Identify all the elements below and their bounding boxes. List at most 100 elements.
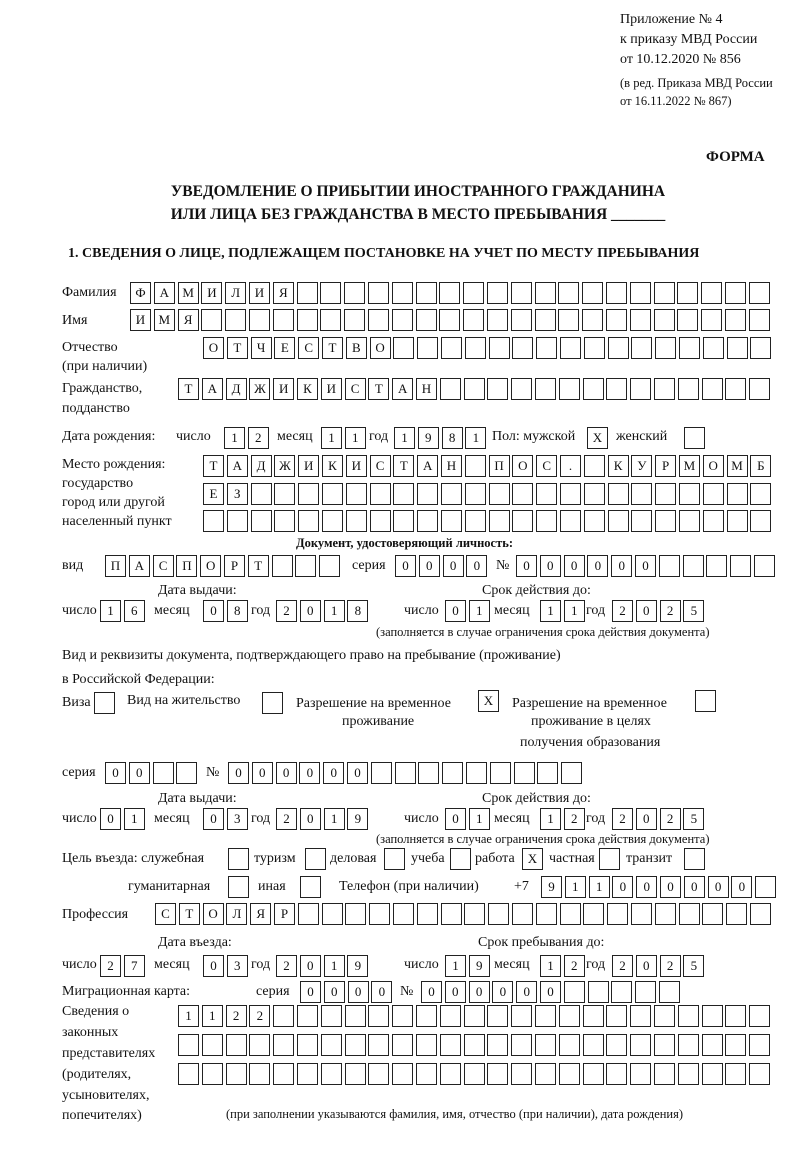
cell[interactable]: Т [226, 337, 248, 359]
cell[interactable]: . [559, 455, 581, 477]
cell[interactable] [228, 848, 249, 870]
cell[interactable] [201, 1063, 223, 1085]
cell[interactable] [225, 1063, 247, 1085]
cell[interactable] [611, 981, 633, 1003]
cell[interactable] [630, 903, 652, 925]
cell[interactable] [730, 555, 752, 577]
cell[interactable] [607, 903, 629, 925]
cell[interactable] [417, 337, 439, 359]
cell[interactable] [726, 903, 748, 925]
cell[interactable] [368, 1063, 390, 1085]
cell[interactable] [677, 282, 699, 304]
cell[interactable]: А [417, 455, 439, 477]
cell[interactable]: 0 [492, 981, 514, 1003]
cell[interactable] [606, 1063, 628, 1085]
cell[interactable] [750, 483, 772, 505]
cell[interactable] [684, 427, 705, 449]
cell[interactable] [726, 337, 748, 359]
cell[interactable] [489, 762, 511, 784]
cell[interactable] [464, 455, 486, 477]
cell[interactable]: 1 [178, 1005, 199, 1027]
cell[interactable] [393, 337, 415, 359]
cell[interactable] [678, 510, 700, 532]
cell[interactable] [203, 510, 224, 532]
cell[interactable] [486, 282, 508, 304]
cell[interactable] [677, 1005, 699, 1027]
cell[interactable] [682, 555, 704, 577]
cell[interactable] [300, 876, 321, 898]
cell[interactable]: А [201, 378, 223, 400]
cell[interactable] [344, 1063, 366, 1085]
cell[interactable]: С [155, 903, 176, 925]
cell[interactable]: А [128, 555, 150, 577]
cell[interactable] [415, 1005, 437, 1027]
cell[interactable] [583, 510, 605, 532]
cell[interactable]: 0 [251, 762, 273, 784]
cell[interactable] [582, 1034, 604, 1056]
cell[interactable] [273, 1034, 295, 1056]
cell[interactable] [534, 282, 556, 304]
cell[interactable] [296, 1034, 318, 1056]
cell[interactable]: 0 [563, 555, 585, 577]
cell[interactable]: 8 [441, 427, 463, 449]
cell[interactable] [464, 903, 486, 925]
cell[interactable]: 0 [636, 876, 658, 898]
cell[interactable]: 0 [539, 555, 561, 577]
cell[interactable]: 1 [588, 876, 610, 898]
cell[interactable] [439, 309, 461, 331]
cell[interactable]: 1 [323, 955, 345, 977]
cell[interactable] [607, 483, 629, 505]
cell[interactable] [582, 1063, 604, 1085]
cell[interactable]: И [345, 455, 367, 477]
cell[interactable]: 0 [203, 808, 224, 830]
cell[interactable] [653, 378, 675, 400]
cell[interactable]: X [587, 427, 608, 449]
cell[interactable]: 2 [100, 955, 121, 977]
cell[interactable] [440, 510, 462, 532]
cell[interactable] [273, 1063, 295, 1085]
cell[interactable]: 0 [299, 600, 321, 622]
cell[interactable]: 7 [123, 955, 145, 977]
cell[interactable]: 3 [226, 808, 248, 830]
cell[interactable] [630, 1005, 652, 1027]
cell[interactable]: Л [226, 903, 248, 925]
cell[interactable]: С [298, 337, 320, 359]
cell[interactable]: 0 [466, 555, 488, 577]
cell[interactable] [749, 1063, 771, 1085]
cell[interactable] [749, 903, 771, 925]
cell[interactable] [512, 483, 534, 505]
cell[interactable] [487, 1005, 509, 1027]
cell[interactable]: П [176, 555, 198, 577]
cell[interactable]: 1 [540, 955, 561, 977]
cell[interactable] [415, 1034, 437, 1056]
residence-permit-checkbox[interactable] [262, 692, 286, 714]
cell[interactable] [537, 762, 559, 784]
cell[interactable] [535, 903, 557, 925]
cell[interactable]: Д [225, 378, 247, 400]
temp-residence-edu-checkbox[interactable] [695, 690, 719, 712]
cell[interactable] [488, 337, 510, 359]
cell[interactable]: З [226, 483, 248, 505]
cell[interactable] [295, 555, 317, 577]
cell[interactable] [321, 483, 343, 505]
cell[interactable]: Т [247, 555, 269, 577]
cell[interactable]: 0 [635, 600, 657, 622]
cell[interactable] [463, 378, 485, 400]
cell[interactable] [487, 1063, 509, 1085]
cell[interactable]: 0 [635, 955, 657, 977]
cell[interactable] [488, 510, 510, 532]
cell[interactable] [536, 337, 558, 359]
cell[interactable]: 0 [346, 762, 368, 784]
cell[interactable] [563, 981, 585, 1003]
cell[interactable] [587, 981, 609, 1003]
cell[interactable] [320, 1034, 342, 1056]
